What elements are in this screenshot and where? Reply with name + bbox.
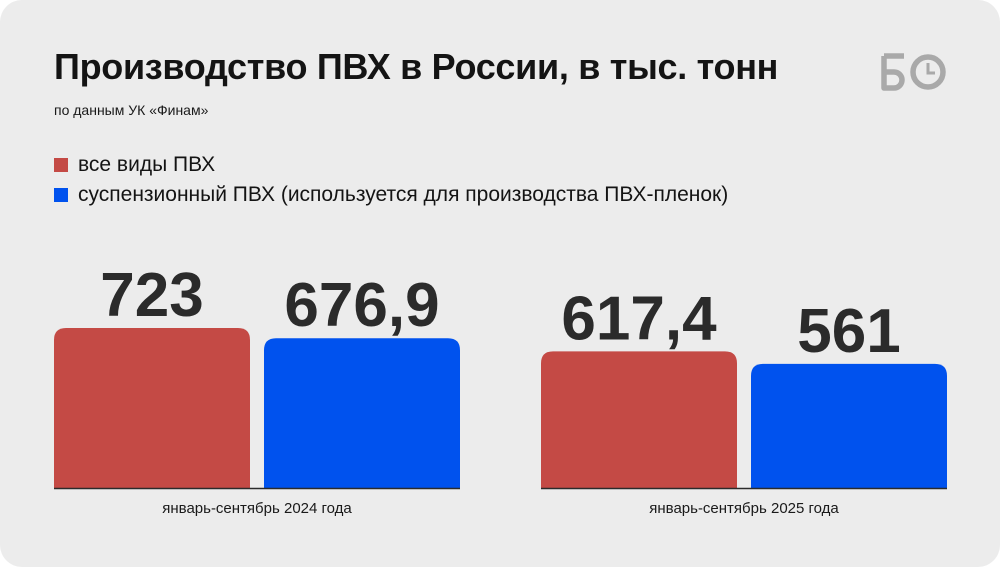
legend-swatch-all [54,158,68,172]
value-label-suspension-0: 676,9 [284,271,439,340]
legend-swatch-suspension [54,188,68,202]
category-label-1: январь-сентябрь 2025 года [649,500,839,517]
legend: все виды ПВХ суспензионный ПВХ (использу… [54,150,728,210]
value-label-all-1: 617,4 [561,284,717,353]
chart-subtitle: по данным УК «Финам» [54,102,209,118]
legend-item-all: все виды ПВХ [54,150,728,180]
category-label-0: январь-сентябрь 2024 года [162,500,352,517]
bar-suspension-1 [751,363,947,488]
bar-all-1 [541,351,737,488]
bar-suspension-0 [264,338,460,488]
value-label-all-0: 723 [100,261,203,330]
legend-label-all: все виды ПВХ [78,153,216,176]
chart-title: Производство ПВХ в России, в тыс. тонн [54,46,779,87]
bar-all-0 [54,328,250,488]
bo-clock-logo-icon [881,53,946,91]
legend-label-suspension: суспензионный ПВХ (используется для прои… [78,183,729,206]
value-label-suspension-1: 561 [797,297,900,366]
legend-item-suspension: суспензионный ПВХ (используется для прои… [54,180,728,210]
